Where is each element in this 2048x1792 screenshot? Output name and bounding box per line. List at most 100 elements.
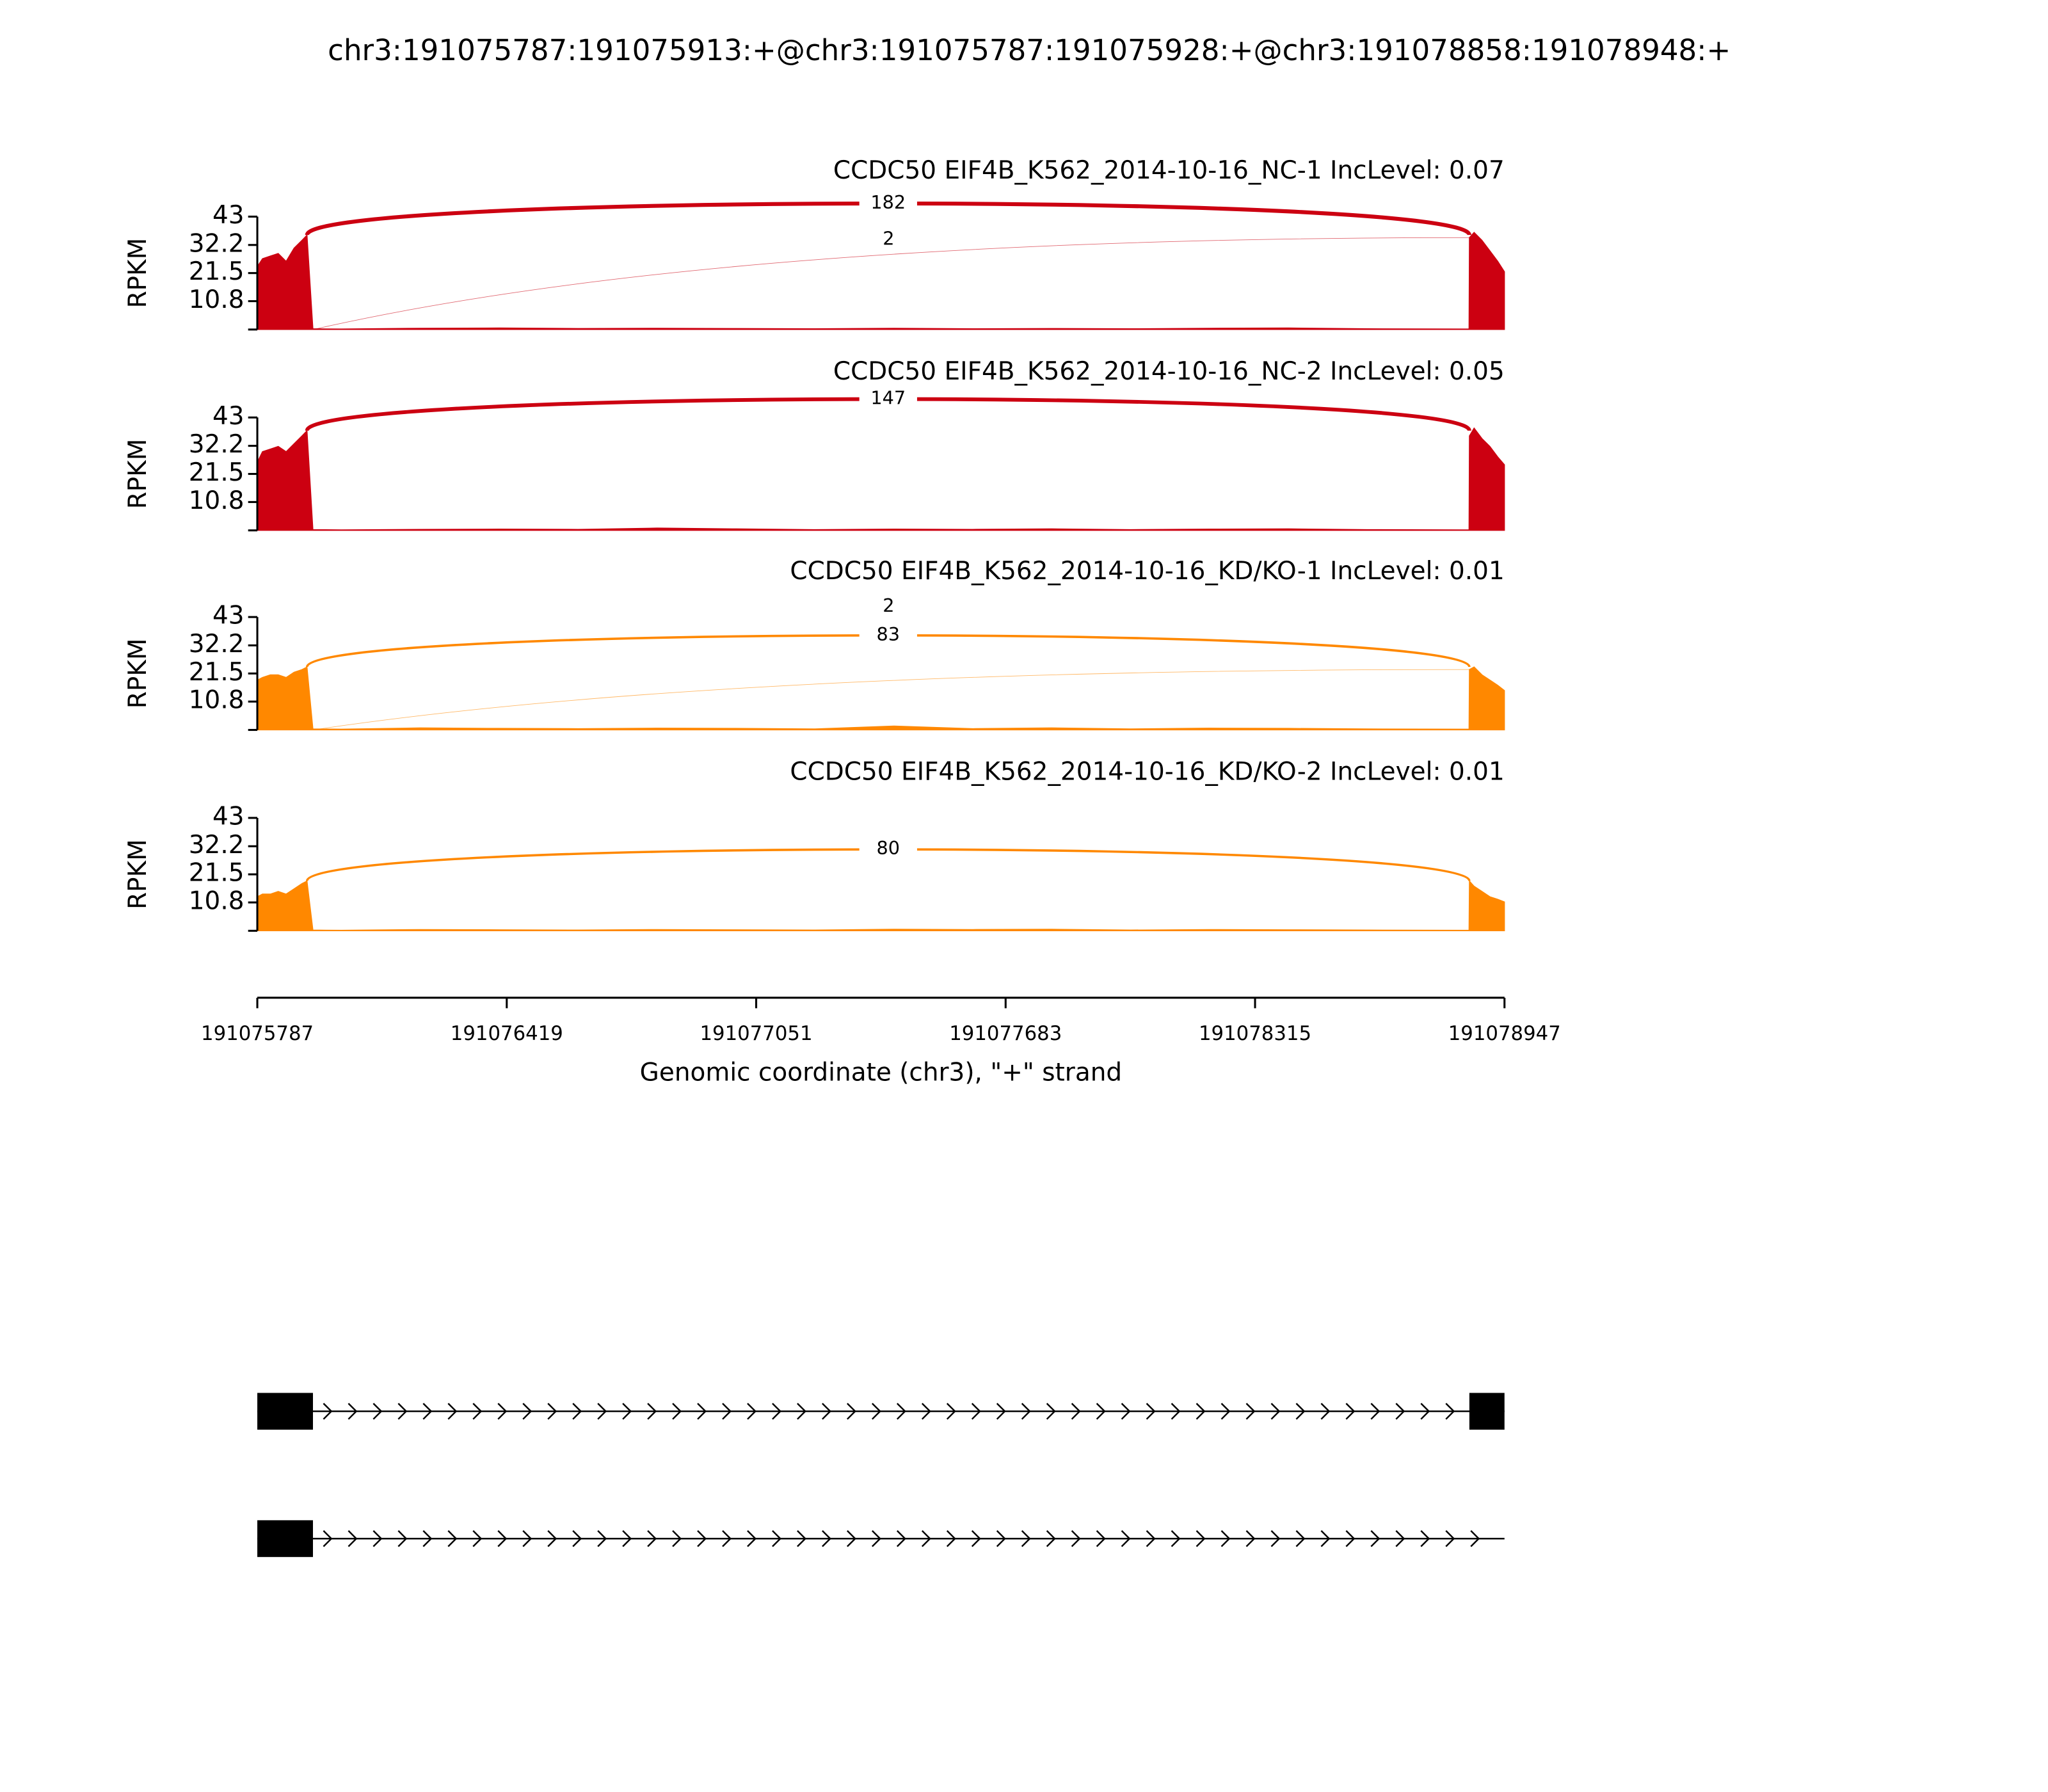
strand-chevron bbox=[647, 1530, 657, 1548]
y-tick-label: 10.8 bbox=[189, 686, 244, 715]
strand-chevron bbox=[871, 1402, 881, 1420]
x-tick-label: 191078947 bbox=[1448, 1022, 1561, 1045]
strand-chevron bbox=[1171, 1402, 1181, 1420]
strand-chevron bbox=[647, 1402, 657, 1420]
exon bbox=[257, 1393, 314, 1430]
x-tick-label: 191077051 bbox=[700, 1022, 812, 1045]
y-tick-label: 21.5 bbox=[189, 458, 244, 487]
strand-chevron bbox=[497, 1530, 508, 1548]
strand-chevron bbox=[472, 1530, 483, 1548]
strand-chevron bbox=[1220, 1530, 1231, 1548]
strand-chevron bbox=[422, 1402, 433, 1420]
strand-chevron bbox=[522, 1402, 532, 1420]
junction-arc bbox=[312, 237, 1469, 330]
strand-chevron bbox=[946, 1530, 956, 1548]
y-tick-label: 43 bbox=[212, 201, 244, 230]
strand-chevron bbox=[1021, 1530, 1031, 1548]
strand-chevron bbox=[1270, 1530, 1281, 1548]
junction-count: 182 bbox=[870, 191, 906, 213]
strand-chevron bbox=[1096, 1402, 1106, 1420]
strand-chevron bbox=[896, 1530, 906, 1548]
y-axis-label: RPKM bbox=[124, 638, 152, 708]
strand-chevron bbox=[1146, 1530, 1156, 1548]
strand-chevron bbox=[422, 1530, 433, 1548]
x-axis-label: Genomic coordinate (chr3), "+" strand bbox=[640, 1058, 1122, 1087]
x-tick-label: 191076419 bbox=[451, 1022, 563, 1045]
strand-chevron bbox=[847, 1530, 856, 1548]
junction-count: 83 bbox=[877, 623, 900, 645]
strand-chevron bbox=[1345, 1530, 1356, 1548]
strand-chevron bbox=[472, 1402, 483, 1420]
panel-title: CCDC50 EIF4B_K562_2014-10-16_KD/KO-1 Inc… bbox=[790, 557, 1504, 586]
strand-chevron bbox=[971, 1530, 981, 1548]
coverage-area bbox=[257, 427, 1505, 531]
strand-chevron bbox=[397, 1530, 408, 1548]
junction-label-bg bbox=[859, 838, 917, 860]
strand-chevron bbox=[1370, 1530, 1380, 1548]
strand-chevron bbox=[1445, 1530, 1455, 1548]
strand-chevron bbox=[672, 1530, 682, 1548]
strand-chevron bbox=[921, 1402, 931, 1420]
strand-chevron bbox=[1370, 1402, 1380, 1420]
strand-chevron bbox=[772, 1530, 782, 1548]
y-tick-label: 10.8 bbox=[189, 887, 244, 916]
y-tick-label: 21.5 bbox=[189, 859, 244, 888]
strand-chevron bbox=[697, 1402, 707, 1420]
y-tick-label: 32.2 bbox=[189, 831, 244, 860]
strand-chevron bbox=[1046, 1530, 1056, 1548]
strand-chevron bbox=[622, 1530, 632, 1548]
x-tick-label: 191078315 bbox=[1199, 1022, 1311, 1045]
junction-label-bg bbox=[859, 625, 917, 646]
strand-chevron bbox=[1220, 1402, 1231, 1420]
strand-chevron bbox=[772, 1402, 782, 1420]
strand-chevron bbox=[722, 1530, 732, 1548]
strand-chevron bbox=[822, 1402, 831, 1420]
strand-chevron bbox=[1046, 1402, 1056, 1420]
strand-chevron bbox=[1295, 1530, 1306, 1548]
strand-chevron bbox=[1420, 1402, 1430, 1420]
strand-chevron bbox=[397, 1402, 408, 1420]
strand-chevron bbox=[497, 1402, 508, 1420]
strand-chevron bbox=[348, 1530, 358, 1548]
x-tick-label: 191075787 bbox=[201, 1022, 314, 1045]
junction-arc bbox=[312, 669, 1469, 730]
strand-chevron bbox=[722, 1402, 732, 1420]
strand-chevron bbox=[547, 1402, 557, 1420]
strand-chevron bbox=[847, 1402, 856, 1420]
strand-chevron bbox=[1395, 1530, 1405, 1548]
strand-chevron bbox=[996, 1402, 1006, 1420]
y-tick-label: 43 bbox=[212, 602, 244, 630]
y-axis-label: RPKM bbox=[124, 439, 152, 509]
panel-title: CCDC50 EIF4B_K562_2014-10-16_KD/KO-2 Inc… bbox=[790, 758, 1504, 787]
junction-label-bg bbox=[860, 596, 918, 618]
strand-chevron bbox=[1245, 1402, 1256, 1420]
exon bbox=[1469, 1393, 1505, 1430]
strand-chevron bbox=[597, 1530, 607, 1548]
coverage-area bbox=[257, 666, 1505, 731]
strand-chevron bbox=[348, 1402, 358, 1420]
junction-label-bg bbox=[859, 388, 917, 410]
strand-chevron bbox=[572, 1530, 582, 1548]
exon bbox=[257, 1520, 314, 1557]
panel-title: CCDC50 EIF4B_K562_2014-10-16_NC-2 IncLev… bbox=[833, 357, 1505, 386]
y-tick-label: 43 bbox=[212, 402, 244, 431]
coverage-area bbox=[257, 879, 1505, 931]
strand-chevron bbox=[1171, 1530, 1181, 1548]
strand-chevron bbox=[797, 1402, 806, 1420]
strand-chevron bbox=[372, 1402, 383, 1420]
strand-chevron bbox=[1121, 1530, 1131, 1548]
junction-count: 80 bbox=[877, 837, 900, 859]
strand-chevron bbox=[372, 1530, 383, 1548]
strand-chevron bbox=[871, 1530, 881, 1548]
strand-chevron bbox=[447, 1402, 458, 1420]
strand-chevron bbox=[1071, 1402, 1081, 1420]
strand-chevron bbox=[971, 1402, 981, 1420]
y-axis-label: RPKM bbox=[124, 839, 152, 909]
strand-chevron bbox=[547, 1530, 557, 1548]
chart-title: chr3:191075787:191075913:+@chr3:19107578… bbox=[328, 33, 1731, 67]
strand-chevron bbox=[447, 1530, 458, 1548]
strand-chevron bbox=[622, 1402, 632, 1420]
y-tick-label: 32.2 bbox=[189, 430, 244, 459]
strand-chevron bbox=[996, 1530, 1006, 1548]
